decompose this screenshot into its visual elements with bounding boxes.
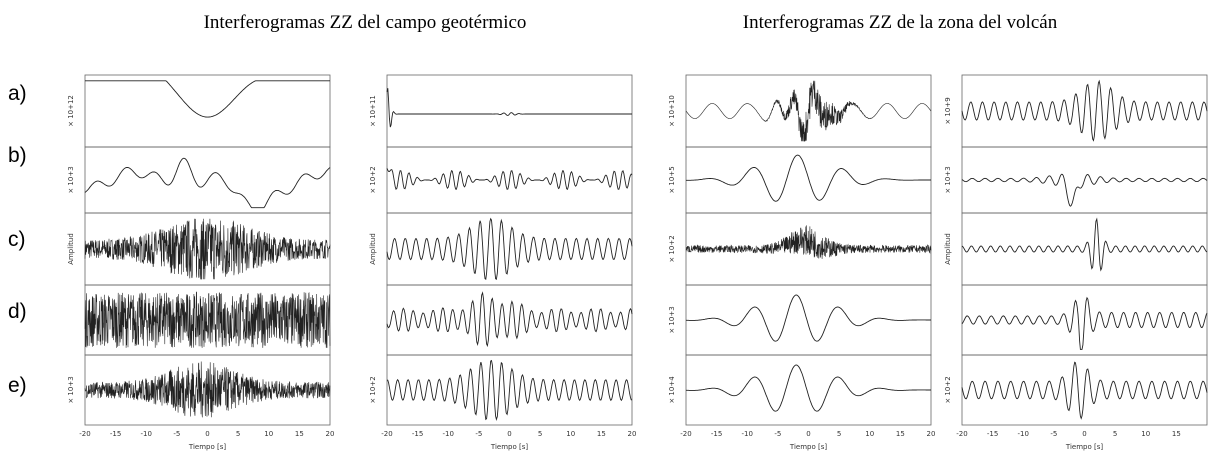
x-tick-label: 15: [295, 430, 304, 438]
y-axis-label: × 10+12: [67, 95, 75, 127]
x-tick-label: 10: [264, 430, 273, 438]
x-tick-label: 5: [236, 430, 240, 438]
waveform: [386, 359, 633, 422]
waveform: [686, 154, 931, 202]
waveform: [84, 157, 331, 209]
x-tick-label: 15: [896, 430, 905, 438]
y-axis-label: × 10+9: [944, 97, 952, 124]
y-axis-label: × 10+2: [369, 376, 377, 403]
panel-frame: [961, 354, 1208, 426]
row-label: e): [8, 374, 27, 397]
row-label: d): [8, 300, 27, 323]
x-tick-label: 0: [1082, 430, 1086, 438]
waveform: [85, 80, 330, 118]
waveform: [685, 225, 932, 259]
x-tick-label: -5: [475, 430, 482, 438]
x-tick-label: -20: [680, 430, 691, 438]
waveform: [685, 294, 931, 342]
x-tick-label: -10: [742, 430, 753, 438]
waveform: [961, 173, 1208, 207]
row-label: c): [8, 228, 26, 251]
x-tick-label: 10: [1141, 430, 1150, 438]
x-tick-label: 15: [1172, 430, 1181, 438]
y-axis-label: Amplitud: [369, 233, 377, 265]
waveform: [84, 218, 331, 280]
y-axis-label: × 10+5: [668, 166, 676, 193]
panel-frame: [386, 74, 633, 148]
y-axis-label: × 10+10: [668, 95, 676, 127]
waveform: [386, 88, 632, 128]
x-tick-label: 10: [566, 430, 575, 438]
y-axis-label: × 10+3: [67, 166, 75, 193]
waveform: [961, 361, 1208, 420]
y-axis-label: Amplitud: [944, 233, 952, 265]
x-axis-label: Tiempo [s]: [188, 443, 226, 451]
panel-frame: [685, 146, 932, 214]
panel-frame: [84, 74, 331, 148]
x-tick-label: 0: [806, 430, 810, 438]
waveform: [386, 168, 633, 190]
y-axis-label: × 10+3: [668, 306, 676, 333]
x-tick-label: -10: [1018, 430, 1029, 438]
x-tick-label: -10: [443, 430, 454, 438]
row-label: b): [8, 144, 27, 167]
y-axis-label: × 10+2: [668, 235, 676, 262]
panel-frame: [386, 354, 633, 426]
waveform: [84, 361, 331, 418]
x-tick-label: -15: [711, 430, 722, 438]
right-title: Interferogramas ZZ de la zona del volcán: [743, 12, 1058, 33]
left-title: Interferogramas ZZ del campo geotérmico: [204, 12, 527, 33]
waveform: [685, 364, 931, 412]
x-tick-label: -15: [412, 430, 423, 438]
y-axis-label: Amplitud: [67, 233, 75, 265]
y-axis-label: × 10+2: [944, 376, 952, 403]
row-label: a): [8, 82, 27, 105]
waveform: [685, 80, 932, 142]
x-axis-label: Tiempo [s]: [789, 443, 827, 451]
x-tick-label: -20: [381, 430, 392, 438]
x-tick-label: -20: [79, 430, 90, 438]
y-axis-label: × 10+3: [944, 166, 952, 193]
waveform: [961, 217, 1208, 272]
x-tick-label: 0: [205, 430, 209, 438]
x-tick-label: -20: [956, 430, 967, 438]
x-tick-label: 5: [1113, 430, 1117, 438]
x-tick-label: -15: [110, 430, 121, 438]
x-tick-label: -10: [141, 430, 152, 438]
waveform: [386, 291, 633, 348]
x-tick-label: 20: [628, 430, 637, 438]
waveform: [84, 291, 331, 348]
x-tick-label: -5: [173, 430, 180, 438]
x-tick-label: 20: [927, 430, 936, 438]
y-axis-label: × 10+4: [668, 376, 676, 404]
x-tick-label: 5: [538, 430, 542, 438]
x-axis-label: Tiempo [s]: [490, 443, 528, 451]
x-tick-label: 15: [597, 430, 606, 438]
waveform: [961, 79, 1208, 142]
x-axis-label: Tiempo [s]: [1065, 443, 1103, 451]
x-tick-label: -5: [774, 430, 781, 438]
y-axis-label: × 10+3: [67, 376, 75, 403]
x-tick-label: 20: [326, 430, 335, 438]
y-axis-label: × 10+2: [369, 166, 377, 193]
x-tick-label: -15: [987, 430, 998, 438]
waveform: [386, 217, 633, 281]
x-tick-label: 5: [837, 430, 841, 438]
waveform: [961, 296, 1208, 350]
x-tick-label: 0: [507, 430, 511, 438]
y-axis-label: × 10+11: [369, 95, 377, 127]
x-tick-label: 10: [865, 430, 874, 438]
x-tick-label: -5: [1050, 430, 1057, 438]
